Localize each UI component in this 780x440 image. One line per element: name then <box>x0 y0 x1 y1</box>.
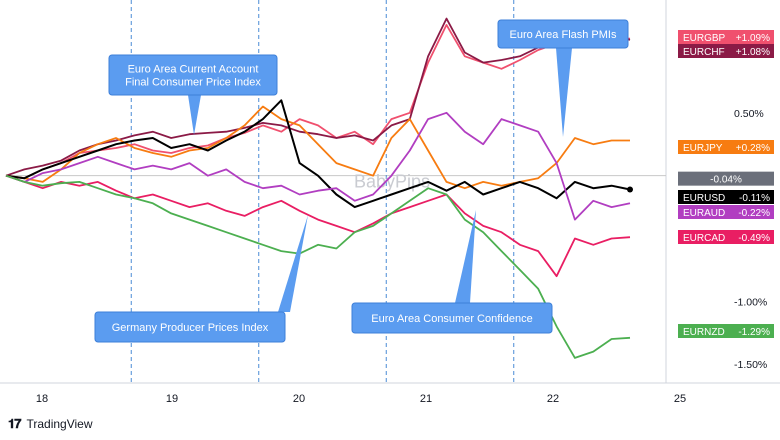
tradingview-brand: 𝟏𝟕 TradingView <box>8 416 93 432</box>
price-tag-euraud <box>678 205 774 219</box>
y-tick-2: -1.00% <box>734 296 767 308</box>
x-tick-19: 19 <box>166 393 178 405</box>
series-line-eurgbp <box>5 23 631 180</box>
watermark-text: BabyPips <box>354 172 430 192</box>
series-line-eurusd <box>5 99 631 209</box>
series-line-eurcad <box>5 174 631 278</box>
x-tick-21: 21 <box>420 393 432 405</box>
callout-pointer-current-account <box>188 95 201 135</box>
y-tick-1: 0.50% <box>734 108 764 120</box>
callout-text-flash-pmis-0: Euro Area Flash PMIs <box>510 29 617 41</box>
eurusd-last-point <box>627 186 633 193</box>
x-tick-20: 20 <box>293 393 305 405</box>
pair-label-eurcad: EURCAD <box>683 233 725 244</box>
pair-label-eurchf: EURCHF <box>683 47 725 58</box>
callout-box-current-account <box>108 54 278 96</box>
change-label-eurgbp: +1.09% <box>736 33 770 44</box>
x-tick-25: 25 <box>674 393 686 405</box>
callout-pointer-consumer-confidence <box>455 210 476 303</box>
brand-label: TradingView <box>26 417 93 431</box>
tradingview-logo-icon: 𝟏𝟕 <box>8 416 22 431</box>
series-line-euraud <box>5 111 631 221</box>
pair-label-eurgbp: EURGBP <box>683 33 726 44</box>
zero-price-tag <box>678 171 774 186</box>
y-tick-3: -1.50% <box>734 359 767 371</box>
callout-text-current-account-0: Euro Area Current Account <box>128 64 259 76</box>
callout-box-producer-prices <box>94 311 286 343</box>
change-label-eurcad: -0.49% <box>738 233 770 244</box>
callout-pointer-flash-pmis <box>556 48 572 137</box>
x-tick-18: 18 <box>36 393 48 405</box>
price-tag-eurjpy <box>678 140 774 154</box>
series-line-eurchf <box>5 17 631 177</box>
price-tag-eurgbp <box>678 30 774 44</box>
pair-label-euraud: EURAUD <box>683 208 725 219</box>
series-line-eurnzd <box>5 174 631 359</box>
pair-label-eurusd: EURUSD <box>683 193 725 204</box>
callout-text-producer-prices-0: Germany Producer Prices Index <box>112 322 269 334</box>
change-label-eurnzd: -1.29% <box>738 327 770 338</box>
callout-text-consumer-confidence-0: Euro Area Consumer Confidence <box>371 313 532 325</box>
x-tick-22: 22 <box>547 393 559 405</box>
price-tag-eurusd <box>678 190 774 204</box>
callout-text-current-account-1: Final Consumer Price Index <box>125 77 261 89</box>
price-tag-eurcad <box>678 230 774 244</box>
series-line-eurjpy <box>5 105 630 190</box>
callout-box-flash-pmis <box>497 19 629 49</box>
price-tag-eurchf <box>678 44 774 58</box>
pair-label-eurjpy: EURJPY <box>683 143 723 154</box>
change-label-euraud: -0.22% <box>738 208 770 219</box>
pair-label-eurnzd: EURNZD <box>683 327 725 338</box>
change-label-eurjpy: +0.28% <box>736 143 770 154</box>
multi-pair-line-chart: BabyPips1819202122251.00%0.50%-1.00%-1.5… <box>0 0 780 405</box>
callout-box-consumer-confidence <box>351 302 553 334</box>
zero-price-label: -0.04% <box>710 175 742 186</box>
change-label-eurchf: +1.08% <box>736 47 770 58</box>
price-tag-eurnzd <box>678 324 774 338</box>
callout-pointer-producer-prices <box>278 215 308 312</box>
change-label-eurusd: -0.11% <box>739 193 770 204</box>
